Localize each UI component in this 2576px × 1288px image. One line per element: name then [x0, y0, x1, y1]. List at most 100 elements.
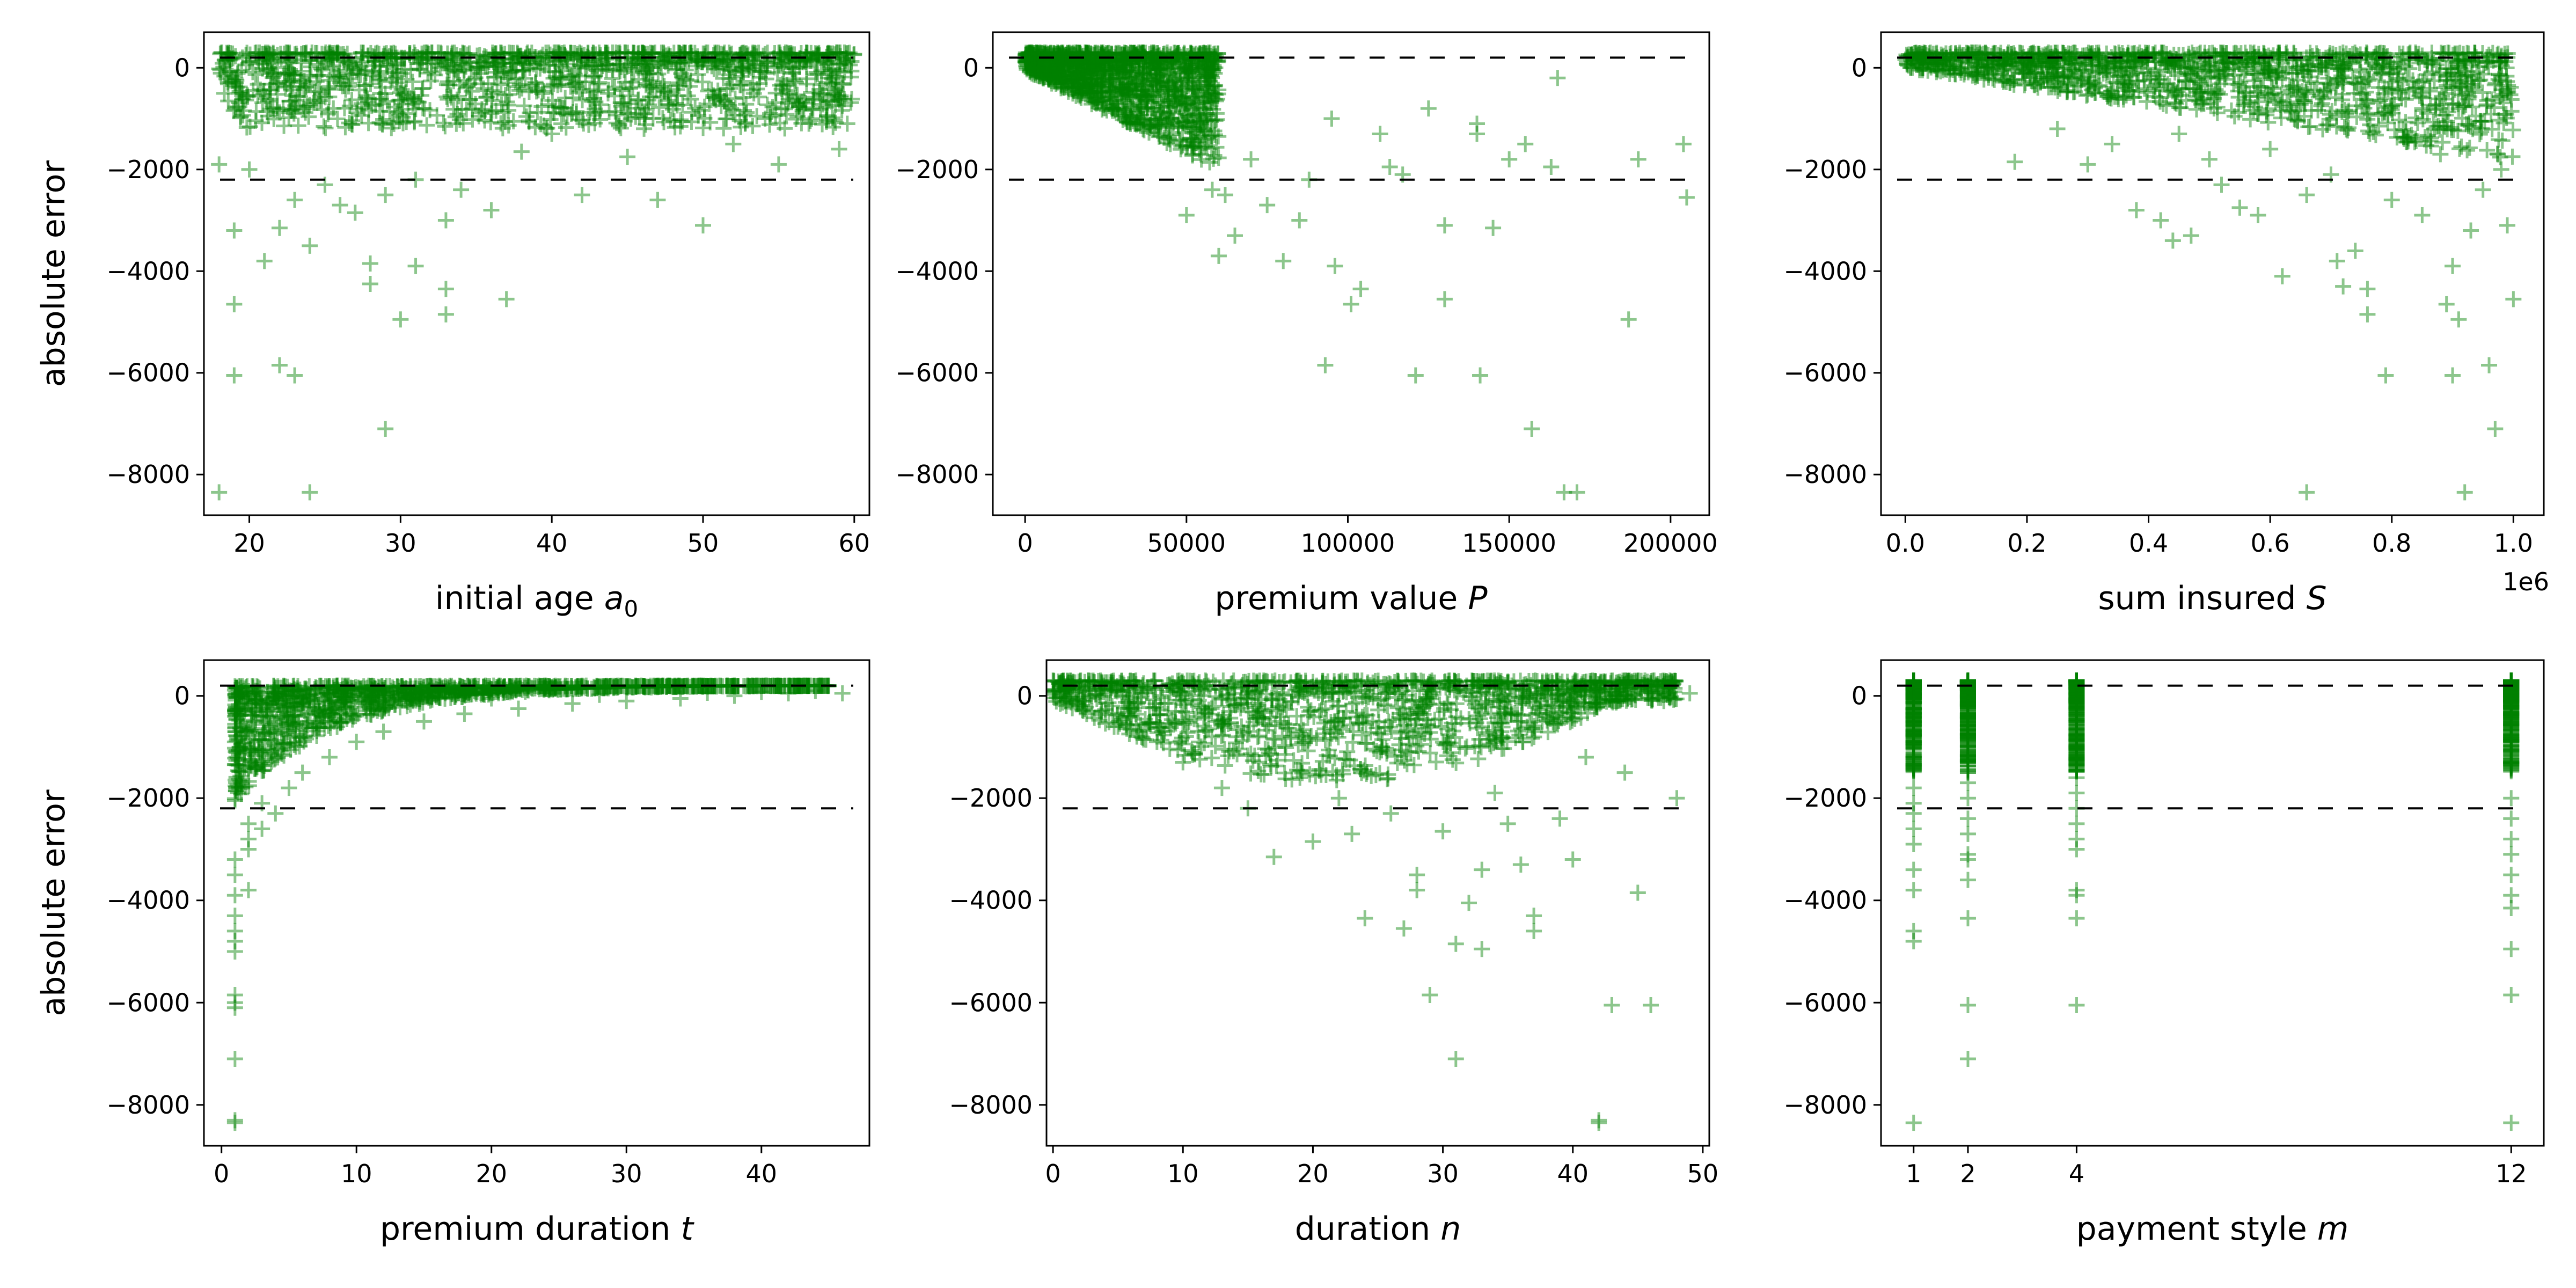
data-point	[1524, 420, 1540, 437]
cloud-point	[809, 66, 826, 83]
cloud-point	[443, 50, 460, 67]
data-point	[2505, 291, 2522, 308]
cloud-point	[461, 45, 478, 62]
cloud-point	[320, 106, 336, 122]
cloud-point	[414, 45, 430, 62]
cloud-point	[1115, 69, 1132, 86]
cloud-point	[363, 97, 380, 114]
cloud-point	[367, 54, 384, 70]
cloud-point	[528, 75, 544, 92]
cloud-point	[731, 52, 748, 68]
cloud-point	[582, 91, 598, 107]
cloud-point	[771, 45, 787, 61]
cloud-point	[1147, 73, 1164, 90]
cloud-point	[620, 87, 637, 104]
cloud-point	[571, 74, 588, 90]
cloud-point	[364, 63, 380, 79]
cloud-point	[1059, 53, 1076, 69]
cloud-point	[542, 111, 559, 128]
cloud-point	[446, 45, 463, 61]
cloud-point	[741, 61, 757, 78]
cloud-point	[625, 45, 642, 61]
cloud-point	[493, 96, 510, 113]
cloud-point	[577, 53, 594, 70]
cloud-point	[682, 78, 698, 95]
cloud-point	[222, 63, 238, 79]
data-point	[513, 143, 530, 160]
cloud-point	[721, 70, 738, 87]
cloud-point	[354, 49, 370, 65]
cloud-point	[1160, 65, 1177, 82]
data-point	[2299, 187, 2315, 203]
cloud-point	[1169, 77, 1186, 93]
data-point	[2475, 181, 2491, 198]
cloud-point	[1175, 46, 1192, 63]
cloud-point	[452, 53, 469, 70]
cloud-point	[250, 87, 266, 104]
cloud-point	[1028, 45, 1044, 61]
cloud-point	[745, 53, 762, 69]
cloud-point	[353, 67, 369, 83]
cloud-point	[1193, 151, 1210, 168]
cloud-point	[1075, 47, 1092, 64]
cloud-point	[684, 104, 700, 121]
cloud-point	[1173, 141, 1189, 158]
cloud-point	[1063, 46, 1079, 62]
cloud-point	[400, 90, 416, 107]
cloud-point	[689, 51, 706, 68]
cloud-point	[388, 75, 405, 91]
cloud-point	[551, 99, 568, 115]
cloud-point	[1145, 55, 1162, 71]
cloud-point	[544, 79, 560, 96]
cloud-point	[626, 64, 642, 81]
cloud-point	[295, 81, 312, 98]
cloud-point	[1056, 67, 1073, 84]
cloud-point	[521, 114, 537, 130]
cloud-point	[1121, 60, 1138, 77]
cloud-point	[822, 62, 839, 79]
cloud-point	[260, 108, 276, 125]
cloud-point	[1099, 102, 1115, 119]
cloud-point	[704, 58, 720, 75]
cloud-point	[662, 111, 679, 128]
cloud-point	[565, 76, 581, 92]
cloud-point	[458, 58, 474, 75]
cloud-point	[675, 97, 691, 113]
cloud-point	[251, 48, 267, 65]
cloud-point	[837, 53, 854, 69]
cloud-point	[1199, 78, 1216, 95]
cloud-point	[422, 72, 439, 89]
cloud-point	[700, 83, 716, 99]
cloud-point	[825, 60, 841, 77]
cloud-point	[715, 47, 731, 64]
cloud-point	[1110, 91, 1126, 107]
cloud-point	[780, 45, 797, 62]
cloud-point	[552, 70, 568, 87]
cloud-point	[532, 60, 548, 77]
cloud-point	[709, 54, 726, 70]
cloud-point	[1123, 110, 1140, 127]
cloud-point	[239, 89, 256, 105]
cloud-point	[414, 49, 431, 66]
cloud-point	[402, 62, 419, 78]
cloud-point	[836, 44, 853, 61]
cloud-point	[234, 91, 251, 107]
data-point	[2104, 136, 2120, 152]
cloud-point	[823, 67, 840, 83]
cloud-point	[1030, 45, 1046, 61]
cloud-point	[453, 101, 470, 118]
cloud-point	[1028, 63, 1045, 79]
cloud-point	[1055, 58, 1071, 75]
cloud-point	[706, 61, 722, 77]
data-point	[574, 187, 590, 203]
cloud-point	[292, 78, 309, 95]
cloud-point	[532, 116, 549, 133]
cloud-point	[513, 51, 529, 68]
cloud-point	[743, 60, 760, 76]
cloud-point	[327, 45, 344, 61]
cloud-point	[697, 46, 713, 62]
cloud-point	[740, 46, 756, 63]
cloud-point	[826, 82, 843, 98]
cloud-point	[1035, 69, 1051, 85]
